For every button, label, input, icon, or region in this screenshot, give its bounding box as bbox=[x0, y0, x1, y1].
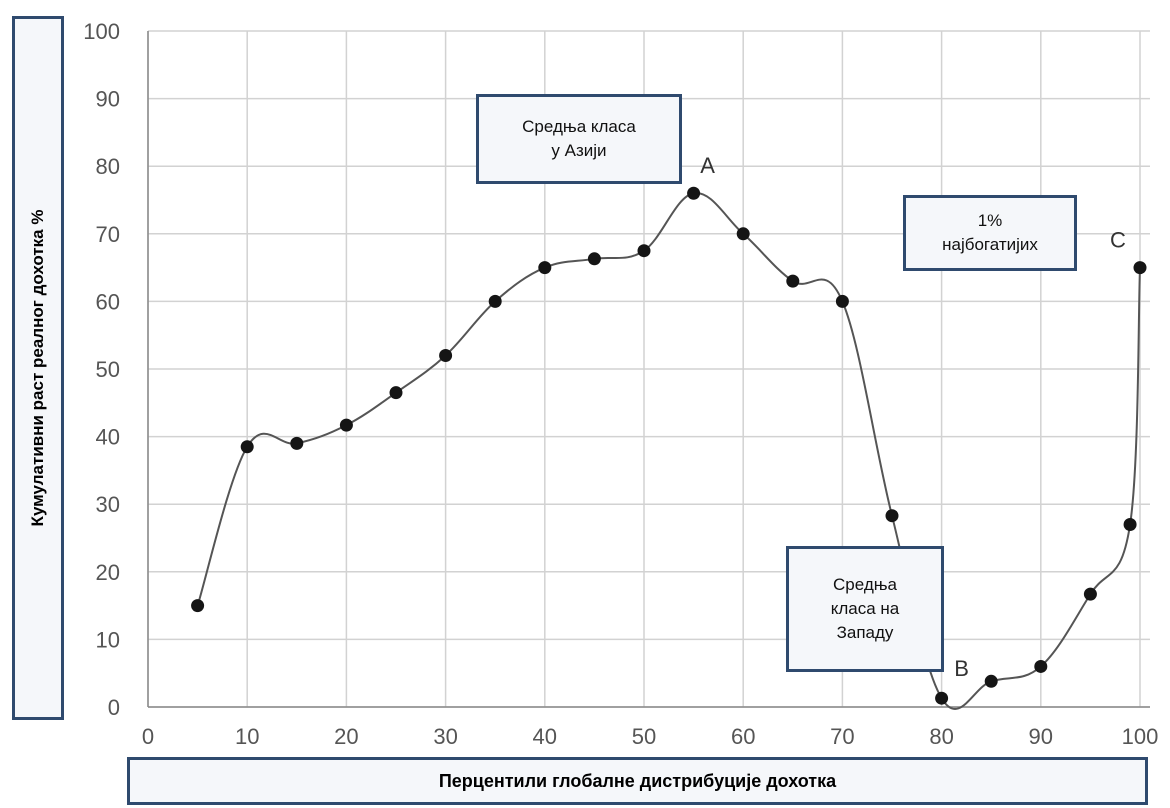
x-tick-label: 30 bbox=[433, 724, 457, 749]
y-tick-label: 100 bbox=[83, 19, 120, 44]
data-points bbox=[191, 186, 1147, 705]
data-point bbox=[687, 186, 701, 200]
data-point bbox=[1123, 517, 1137, 531]
y-tick-label: 20 bbox=[96, 560, 120, 585]
data-point bbox=[1083, 587, 1097, 601]
y-tick-label: 10 bbox=[96, 627, 120, 652]
y-tick-label: 90 bbox=[96, 87, 120, 112]
data-point bbox=[885, 509, 899, 523]
x-tick-label: 20 bbox=[334, 724, 358, 749]
y-tick-label: 50 bbox=[96, 357, 120, 382]
annotation-asia-middle-class: Средња класа у Азији bbox=[476, 94, 682, 184]
x-axis-label: Перцентили глобалне дистрибуције дохотка bbox=[438, 770, 837, 791]
data-point bbox=[637, 244, 651, 258]
data-point bbox=[191, 599, 205, 613]
data-point bbox=[389, 386, 403, 400]
data-point bbox=[835, 294, 849, 308]
y-tick-label: 70 bbox=[96, 222, 120, 247]
x-tick-label: 70 bbox=[830, 724, 854, 749]
y-axis-label: Кумулативни раст реалног дохотка % bbox=[28, 209, 47, 527]
point-label-a: A bbox=[700, 153, 715, 178]
x-tick-label: 0 bbox=[142, 724, 154, 749]
x-tick-label: 50 bbox=[632, 724, 656, 749]
point-label-b: B bbox=[954, 656, 969, 681]
x-tick-label: 90 bbox=[1029, 724, 1053, 749]
data-point bbox=[786, 274, 800, 288]
annotation-western-middle-class: Средња класа на Западу bbox=[786, 546, 944, 672]
x-tick-labels: 0 10 20 30 40 50 60 70 80 90 100 bbox=[142, 724, 1158, 749]
data-point bbox=[290, 436, 304, 450]
y-tick-label: 30 bbox=[96, 492, 120, 517]
point-label-c: C bbox=[1110, 228, 1126, 253]
data-point bbox=[1133, 261, 1147, 275]
y-axis-label-box: Кумулативни раст реалног дохотка % bbox=[12, 16, 64, 720]
y-tick-labels: 0 10 20 30 40 50 60 70 80 90 100 bbox=[83, 19, 120, 720]
y-tick-label: 60 bbox=[96, 289, 120, 314]
x-axis-label-box: Перцентили глобалне дистрибуције дохотка bbox=[127, 757, 1148, 805]
data-point bbox=[538, 261, 552, 275]
data-point bbox=[439, 348, 453, 362]
x-tick-label: 10 bbox=[235, 724, 259, 749]
x-tick-label: 40 bbox=[533, 724, 557, 749]
data-point bbox=[488, 294, 502, 308]
annotation-top-1-percent: 1% најбогатијих bbox=[903, 195, 1077, 271]
x-tick-label: 60 bbox=[731, 724, 755, 749]
x-tick-label: 80 bbox=[929, 724, 953, 749]
data-point bbox=[736, 227, 750, 241]
y-tick-label: 0 bbox=[108, 695, 120, 720]
y-tick-label: 80 bbox=[96, 154, 120, 179]
data-point bbox=[587, 252, 601, 266]
data-point bbox=[240, 440, 254, 454]
data-point bbox=[339, 418, 353, 432]
data-point bbox=[935, 691, 949, 705]
x-tick-label: 100 bbox=[1122, 724, 1159, 749]
data-point bbox=[1034, 659, 1048, 673]
point-labels: A B C bbox=[700, 153, 1126, 681]
data-point bbox=[984, 674, 998, 688]
y-tick-label: 40 bbox=[96, 425, 120, 450]
